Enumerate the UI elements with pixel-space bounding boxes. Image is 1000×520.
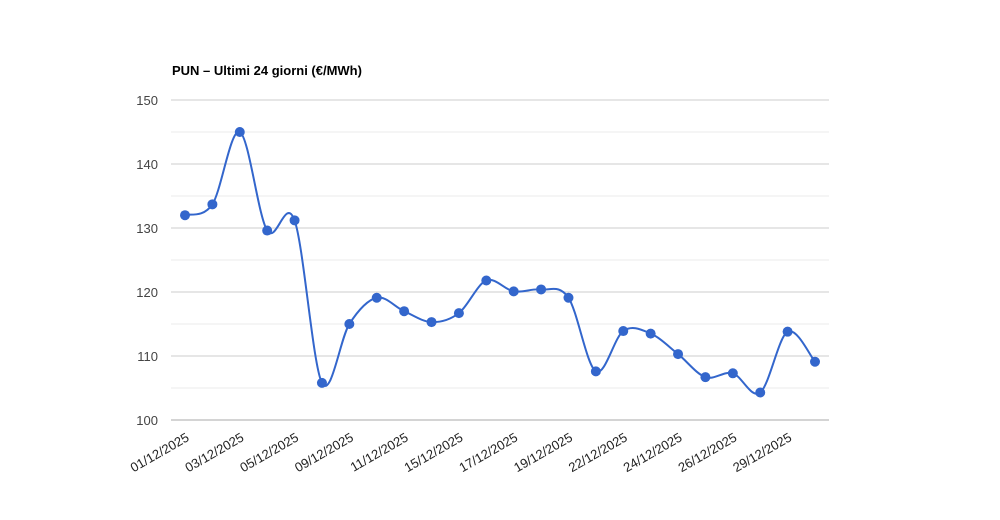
x-tick-label: 24/12/2025 — [621, 430, 685, 476]
data-point[interactable] — [508, 286, 519, 297]
grid — [171, 99, 829, 421]
x-tick-label: 29/12/2025 — [730, 430, 794, 476]
data-point[interactable] — [536, 284, 547, 295]
data-point[interactable] — [234, 127, 245, 137]
data-point[interactable] — [207, 199, 218, 210]
x-tick-label: 09/12/2025 — [292, 430, 356, 476]
x-axis-ticks: 01/12/202503/12/202505/12/202509/12/2025… — [128, 430, 794, 476]
data-point[interactable] — [810, 356, 820, 367]
data-point[interactable] — [289, 215, 300, 226]
data-point[interactable] — [316, 377, 327, 388]
x-tick-label: 01/12/2025 — [128, 430, 192, 476]
data-point[interactable] — [481, 275, 492, 286]
y-tick-label: 140 — [136, 157, 158, 172]
series-line — [184, 130, 816, 395]
x-tick-label: 15/12/2025 — [402, 430, 466, 476]
data-point[interactable] — [590, 366, 601, 377]
y-tick-label: 100 — [136, 413, 158, 428]
data-point[interactable] — [453, 308, 464, 319]
y-tick-label: 130 — [136, 221, 158, 236]
data-point[interactable] — [344, 319, 355, 329]
chart-title: PUN – Ultimi 24 giorni (€/MWh) — [172, 63, 362, 78]
data-point[interactable] — [399, 306, 410, 317]
data-point[interactable] — [782, 326, 793, 337]
y-tick-label: 110 — [137, 349, 158, 364]
data-point[interactable] — [618, 326, 629, 337]
x-tick-label: 05/12/2025 — [237, 430, 301, 476]
data-point[interactable] — [371, 292, 382, 303]
data-point[interactable] — [563, 292, 574, 303]
data-point[interactable] — [727, 368, 738, 379]
x-tick-label: 03/12/2025 — [182, 430, 246, 476]
data-points — [180, 127, 820, 398]
data-point[interactable] — [645, 328, 656, 339]
y-tick-label: 150 — [136, 93, 158, 108]
data-point[interactable] — [700, 372, 711, 383]
y-axis-ticks: 150 140 130 120 110 100 — [136, 93, 158, 428]
x-tick-label: 26/12/2025 — [675, 430, 739, 476]
x-tick-label: 11/12/2025 — [348, 430, 411, 475]
x-tick-label: 19/12/2025 — [511, 430, 575, 476]
y-tick-label: 120 — [136, 285, 158, 300]
data-point[interactable] — [755, 387, 766, 398]
x-tick-label: 22/12/2025 — [566, 430, 630, 476]
x-tick-label: 17/12/2025 — [456, 430, 520, 476]
data-point[interactable] — [180, 210, 190, 221]
data-point[interactable] — [262, 225, 273, 236]
data-point[interactable] — [426, 317, 437, 328]
data-point[interactable] — [673, 349, 684, 360]
